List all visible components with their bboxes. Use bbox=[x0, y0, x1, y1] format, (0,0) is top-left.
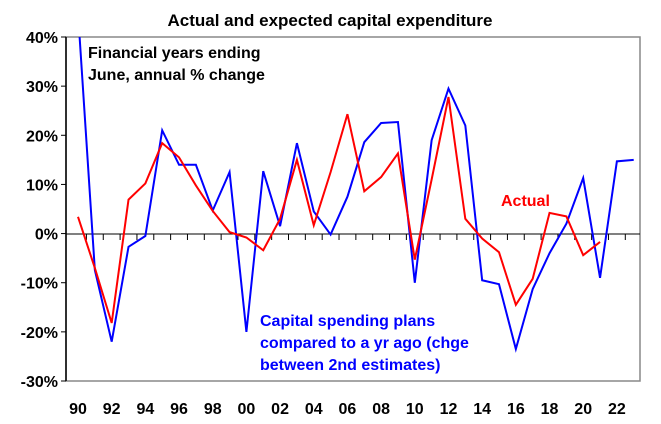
x-tick-label: 08 bbox=[372, 401, 390, 418]
x-tick-label: 16 bbox=[507, 401, 525, 418]
x-tick-label: 98 bbox=[204, 401, 222, 418]
x-tick-label: 92 bbox=[103, 401, 121, 418]
note-line-2: June, annual % change bbox=[88, 67, 265, 84]
y-tick-label: 0% bbox=[35, 227, 58, 244]
x-tick-label: 20 bbox=[574, 401, 592, 418]
y-tick-label: 30% bbox=[26, 79, 58, 96]
x-tick-label: 10 bbox=[406, 401, 424, 418]
x-tick-label: 22 bbox=[608, 401, 626, 418]
x-tick-label: 94 bbox=[136, 401, 154, 418]
x-tick-label: 06 bbox=[339, 401, 357, 418]
y-tick-label: -30% bbox=[21, 374, 58, 391]
x-tick-label: 12 bbox=[440, 401, 458, 418]
chart-title: Actual and expected capital expenditure bbox=[168, 11, 493, 30]
y-tick-label: 10% bbox=[26, 177, 58, 194]
plans-label-1: Capital spending plans bbox=[260, 313, 435, 330]
plans-label-3: between 2nd estimates) bbox=[260, 357, 441, 374]
x-tick-label: 02 bbox=[271, 401, 289, 418]
x-tick-label: 00 bbox=[238, 401, 256, 418]
y-tick-label: -10% bbox=[21, 276, 58, 293]
y-tick-label: 20% bbox=[26, 128, 58, 145]
x-tick-label: 18 bbox=[541, 401, 559, 418]
y-tick-label: 40% bbox=[26, 30, 58, 47]
y-tick-label: -20% bbox=[21, 325, 58, 342]
plans-label-2: compared to a yr ago (chge bbox=[260, 335, 469, 352]
actual-label: Actual bbox=[501, 193, 550, 210]
x-tick-label: 90 bbox=[69, 401, 87, 418]
x-tick-label: 14 bbox=[473, 401, 491, 418]
note-line-1: Financial years ending bbox=[88, 45, 261, 62]
x-tick-label: 96 bbox=[170, 401, 188, 418]
actual-series-line bbox=[77, 96, 601, 324]
x-tick-label: 04 bbox=[305, 401, 323, 418]
plans-series-line bbox=[78, 37, 634, 353]
